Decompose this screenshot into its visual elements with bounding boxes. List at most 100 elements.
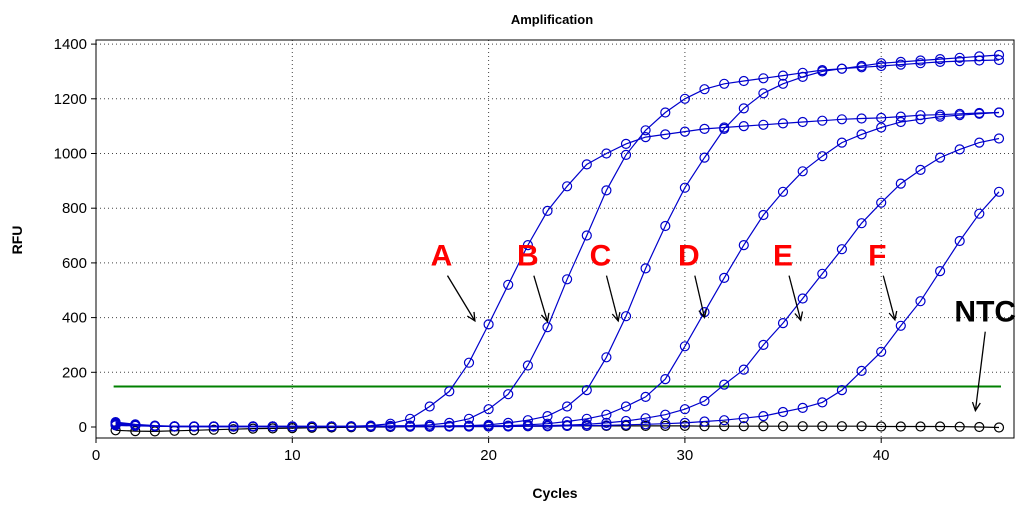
data-point-b xyxy=(581,230,592,241)
data-point-a xyxy=(797,116,808,128)
data-point-ntc xyxy=(228,424,239,435)
data-point-b xyxy=(444,417,455,428)
data-point-e xyxy=(817,268,828,279)
data-point-a xyxy=(483,319,494,330)
grid-lines xyxy=(96,40,1014,438)
data-point-d xyxy=(856,129,867,140)
data-point-c xyxy=(620,311,632,322)
data-point-d xyxy=(561,416,573,427)
data-point-b xyxy=(876,60,887,72)
data-point-b xyxy=(758,73,769,84)
data-point-e xyxy=(640,413,651,424)
data-point-c xyxy=(601,352,612,363)
data-point-d xyxy=(542,418,553,429)
data-point-b xyxy=(777,70,789,81)
y-tick-label: 600 xyxy=(62,255,87,272)
data-point-ntc xyxy=(738,421,749,432)
data-point-ntc xyxy=(719,421,730,432)
arrow-head-a xyxy=(466,311,476,323)
data-point-ntc xyxy=(758,421,769,432)
data-point-a xyxy=(247,421,259,432)
data-point-a xyxy=(463,357,475,368)
data-point-c xyxy=(915,55,926,66)
data-point-c xyxy=(777,78,789,89)
data-point-b xyxy=(424,419,435,430)
x-axis-label: Cycles xyxy=(532,485,577,501)
arrow-b xyxy=(533,275,549,322)
data-point-f xyxy=(797,402,808,413)
data-point-b xyxy=(463,413,475,424)
data-point-ntc xyxy=(876,421,887,432)
data-point-a xyxy=(581,159,592,170)
arrow-f xyxy=(882,275,896,320)
data-point-d xyxy=(581,413,592,424)
data-point-a xyxy=(934,109,946,120)
data-point-b xyxy=(561,274,573,285)
data-point-a xyxy=(542,205,553,216)
data-point-d xyxy=(503,420,514,431)
data-point-f xyxy=(738,413,749,424)
data-point-b xyxy=(895,59,906,70)
data-point-c xyxy=(463,420,475,431)
data-point-a xyxy=(758,119,769,130)
data-point-a xyxy=(699,123,710,134)
data-point-e xyxy=(561,420,573,431)
data-point-f xyxy=(758,411,769,422)
data-point-b xyxy=(797,67,808,78)
data-point-c xyxy=(503,417,514,428)
data-point-f xyxy=(934,266,946,277)
data-point-ntc xyxy=(895,421,906,432)
y-tick-label: 0 xyxy=(79,419,87,436)
data-point-c xyxy=(895,56,906,68)
data-point-b xyxy=(601,185,612,196)
data-point-a xyxy=(306,421,317,432)
data-point-e xyxy=(777,318,789,329)
data-point-ntc xyxy=(777,421,789,432)
data-point-c xyxy=(483,419,494,430)
data-point-a xyxy=(444,386,455,397)
data-point-a xyxy=(601,148,612,159)
data-point-e xyxy=(699,395,710,407)
arrow-head-c xyxy=(611,311,621,323)
data-point-e xyxy=(679,404,691,415)
data-point-f xyxy=(640,419,651,430)
data-point-c xyxy=(660,220,671,232)
data-point-a xyxy=(346,421,357,432)
data-point-a xyxy=(895,111,906,122)
data-point-a xyxy=(620,138,632,149)
data-point-a xyxy=(719,122,730,133)
data-point-f xyxy=(954,235,965,247)
data-point-f xyxy=(601,420,612,431)
y-tick-label: 1200 xyxy=(54,91,87,108)
data-point-ntc xyxy=(993,422,1005,433)
arrow-e xyxy=(788,275,802,321)
data-point-a xyxy=(385,418,396,429)
data-point-ntc xyxy=(836,421,848,432)
data-point-e xyxy=(581,419,592,430)
data-point-a xyxy=(777,118,789,129)
data-point-e xyxy=(836,244,848,255)
label-a: A xyxy=(431,240,453,273)
data-point-c xyxy=(542,411,553,422)
arrow-ntc xyxy=(974,331,986,411)
data-point-e xyxy=(797,293,808,304)
x-axis-ticks: 0 10 20 30 40 xyxy=(92,438,890,464)
y-axis-label: RFU xyxy=(9,226,25,255)
data-point-e xyxy=(934,152,946,163)
data-point-a xyxy=(189,421,200,432)
data-point-b xyxy=(522,360,534,371)
data-point-ntc xyxy=(189,425,200,436)
data-point-a xyxy=(915,110,926,121)
data-point-d xyxy=(758,209,769,221)
data-point-d xyxy=(738,240,749,251)
data-point-f xyxy=(620,419,632,430)
data-point-f xyxy=(699,416,710,427)
label-b: B xyxy=(517,240,539,273)
data-point-ntc xyxy=(679,420,691,431)
data-point-a xyxy=(522,240,534,251)
data-point-c xyxy=(954,52,965,63)
label-d: D xyxy=(678,240,700,273)
data-point-a xyxy=(640,132,651,143)
data-point-b xyxy=(483,404,494,415)
data-point-e xyxy=(974,137,985,148)
